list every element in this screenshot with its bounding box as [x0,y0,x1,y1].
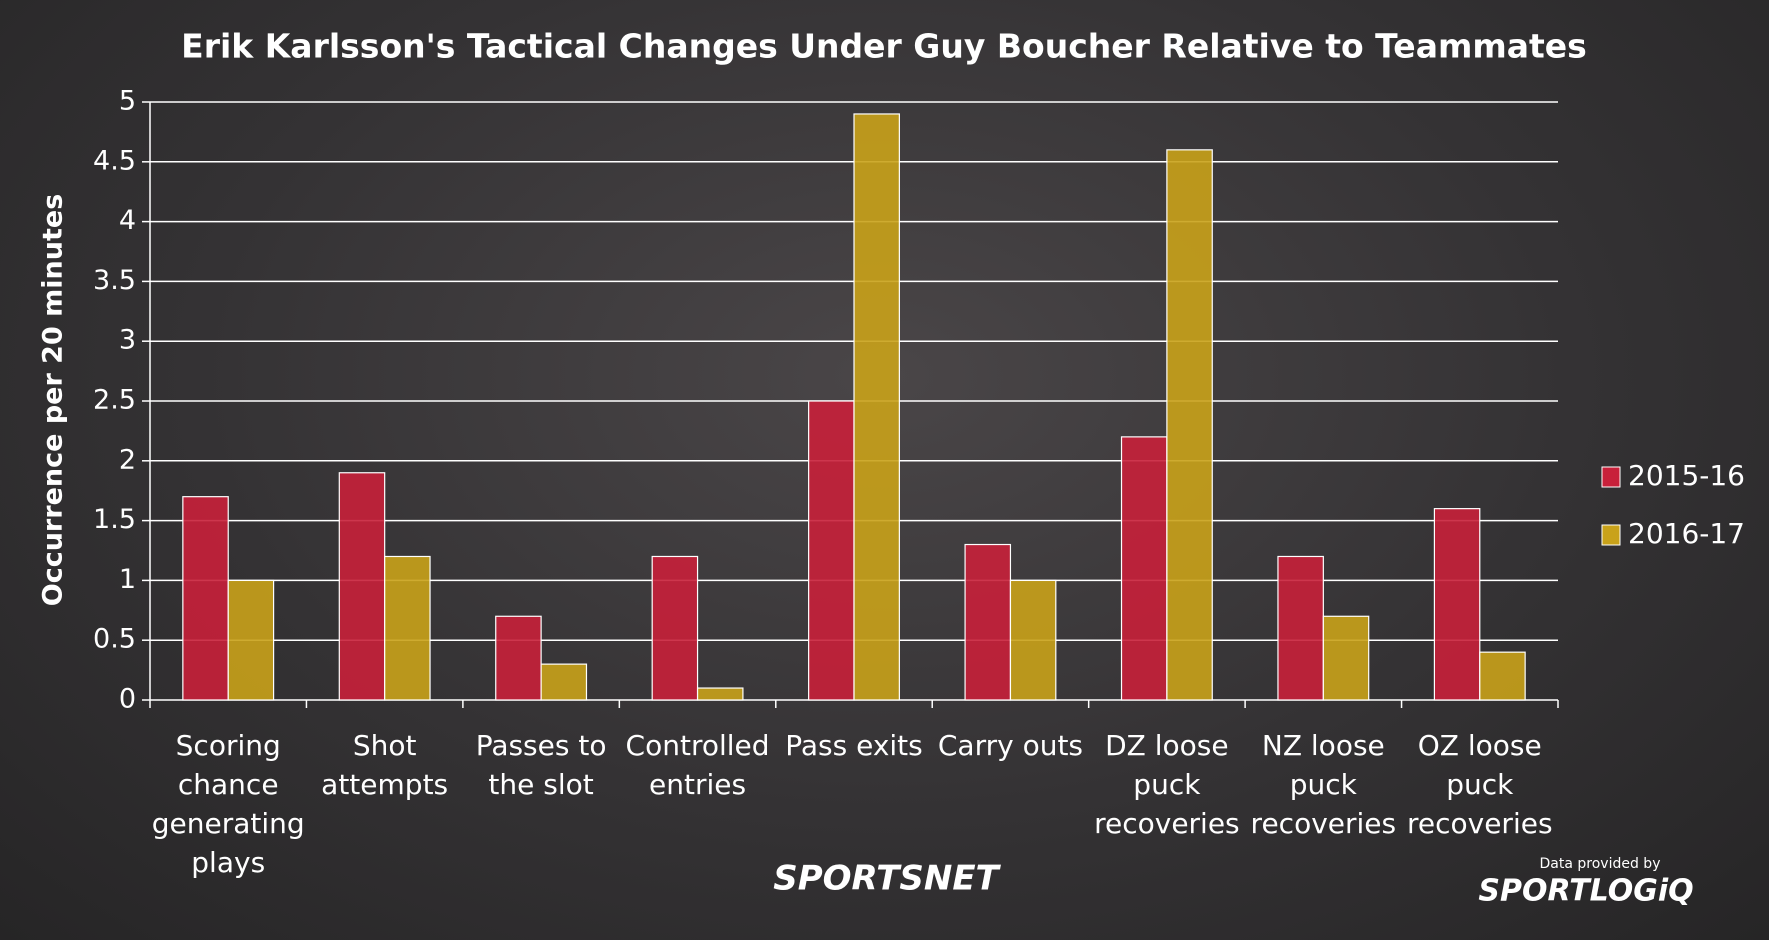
y-axis-label: Occurrence per 20 minutes [38,194,69,607]
legend-label: 2015-16 [1628,459,1745,492]
y-tick-label: 1 [119,564,136,595]
y-tick-label: 3.5 [93,265,136,296]
bar [1009,579,1057,701]
bar [696,687,744,701]
x-tick-label: Pass exits [785,729,923,762]
x-tick-label: NZ loose puck recoveries [1250,729,1397,840]
bar [495,615,542,701]
bar [540,663,588,701]
sportsnet-logo: SPORTSNET [773,859,1001,899]
y-tick-label: 5 [119,86,136,117]
legend-label: 2016-17 [1628,517,1745,550]
x-tick-label: DZ loose puck recoveries [1094,729,1240,840]
bar [1479,651,1526,701]
chart-title: Erik Karlsson's Tactical Changes Under G… [181,27,1587,66]
y-tick-label: 3 [119,325,136,356]
bar [1277,555,1324,701]
legend-swatch [1601,466,1621,488]
y-tick-label: 4 [119,205,136,236]
bar [1322,615,1370,701]
x-tick-label: Scoring chance generating plays [151,729,305,879]
bar [808,400,855,701]
bar [384,555,431,701]
sportlogiq-logo: SPORTLOGiQ [1478,874,1693,909]
y-tick-label: 4.5 [93,145,136,176]
bar [1433,508,1481,701]
legend-swatch [1601,524,1621,546]
bar [853,113,900,701]
x-tick-label: Shot attempts [321,729,449,801]
y-tick-label: 0.5 [93,624,136,655]
y-tick-label: 2 [119,444,136,475]
bar [338,472,386,701]
bar [182,496,229,701]
bar [1120,436,1168,701]
x-tick-label: Controlled entries [625,729,770,801]
y-tick-label: 0 [119,684,136,715]
y-tick-label: 1.5 [93,504,136,535]
x-tick-label: Carry outs [937,729,1084,762]
x-tick-label: OZ loose puck recoveries [1406,729,1553,840]
y-tick-label: 2.5 [93,385,136,416]
credit-text: Data provided by [1540,856,1661,872]
bar [227,579,275,701]
bar [651,555,699,701]
bar [1166,149,1213,701]
x-tick-label: Passes to the slot [475,729,607,801]
bar [964,543,1012,701]
